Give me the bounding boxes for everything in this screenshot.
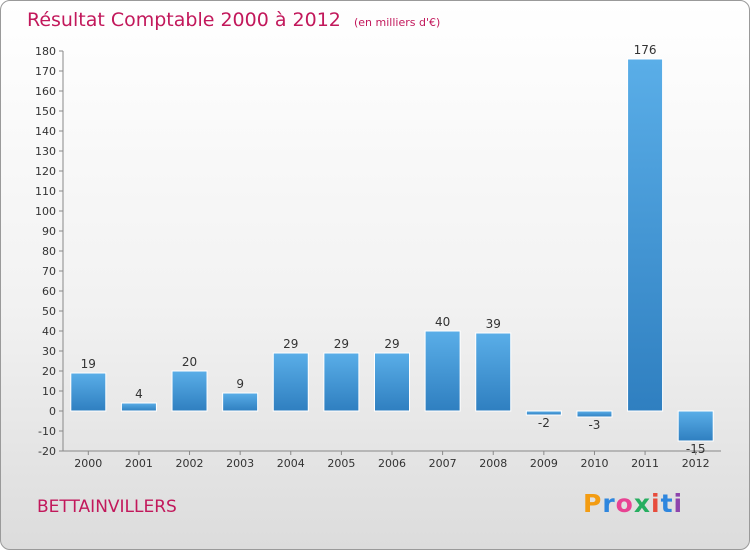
logo-letter: P (583, 489, 603, 518)
x-tick-label: 2003 (226, 457, 254, 470)
bar-value-label: 19 (81, 357, 96, 371)
bar (424, 330, 461, 412)
y-tick-label: 170 (35, 65, 56, 78)
bar-value-label: 20 (182, 355, 197, 369)
place-name: BETTAINVILLERS (37, 497, 177, 517)
x-tick-label: 2001 (125, 457, 153, 470)
y-tick-label: 180 (35, 45, 56, 58)
y-tick-label: 20 (42, 365, 56, 378)
bar (70, 372, 107, 412)
bar-value-label: 9 (236, 377, 244, 391)
y-tick-label: 120 (35, 165, 56, 178)
logo-letter: x (633, 489, 651, 518)
y-tick-label: 50 (42, 305, 56, 318)
bar-value-label: 4 (135, 387, 143, 401)
bar (677, 410, 714, 442)
y-tick-label: 140 (35, 125, 56, 138)
y-tick-label: -20 (38, 445, 56, 458)
y-tick-label: 100 (35, 205, 56, 218)
y-tick-label: -10 (38, 425, 56, 438)
x-tick-label: 2008 (479, 457, 507, 470)
x-tick-label: 2000 (74, 457, 102, 470)
bar-value-label: 39 (486, 317, 501, 331)
y-tick-label: 60 (42, 285, 56, 298)
title-main: Résultat Comptable 2000 à 2012 (27, 9, 341, 31)
bar (171, 370, 208, 412)
logo-letter: o (615, 489, 634, 518)
bar (222, 392, 259, 412)
proxiti-logo: Proxiti (583, 489, 683, 518)
x-tick-label: 2006 (378, 457, 406, 470)
bar-value-label: -15 (686, 442, 706, 456)
logo-letter: t (660, 489, 674, 518)
y-tick-label: 0 (49, 405, 56, 418)
bar (272, 352, 309, 412)
bar-value-label: 40 (435, 315, 450, 329)
y-tick-label: 40 (42, 325, 56, 338)
y-tick-label: 130 (35, 145, 56, 158)
x-tick-label: 2009 (530, 457, 558, 470)
bar (525, 410, 562, 416)
y-tick-label: 70 (42, 265, 56, 278)
logo-letter: i (651, 489, 661, 518)
bar (374, 352, 410, 412)
logo-letter: r (602, 489, 616, 518)
x-tick-label: 2007 (429, 457, 457, 470)
x-tick-label: 2004 (277, 457, 305, 470)
y-tick-label: 90 (42, 225, 56, 238)
title-unit: (en milliers d'€) (353, 16, 441, 29)
y-tick-label: 10 (42, 385, 56, 398)
x-tick-label: 2012 (682, 457, 710, 470)
bar-value-label: 29 (384, 337, 399, 351)
chart-title: Résultat Comptable 2000 à 2012 (en milli… (27, 9, 440, 31)
y-tick-label: 150 (35, 105, 56, 118)
x-tick-label: 2005 (327, 457, 355, 470)
bar (576, 410, 613, 418)
bar (323, 352, 360, 412)
bar (627, 58, 664, 412)
bar-value-label: -2 (538, 416, 550, 430)
y-tick-label: 160 (35, 85, 56, 98)
bar (120, 402, 157, 412)
bar-value-label: 29 (283, 337, 298, 351)
y-tick-label: 110 (35, 185, 56, 198)
x-tick-label: 2002 (176, 457, 204, 470)
bar-value-label: -3 (588, 418, 600, 432)
bar-value-label: 29 (334, 337, 349, 351)
bar-value-label: 176 (634, 43, 657, 57)
logo-letter: i (673, 489, 684, 518)
x-tick-label: 2011 (631, 457, 659, 470)
y-tick-label: 80 (42, 245, 56, 258)
x-tick-label: 2010 (580, 457, 608, 470)
y-tick-label: 30 (42, 345, 56, 358)
bar (475, 332, 512, 412)
